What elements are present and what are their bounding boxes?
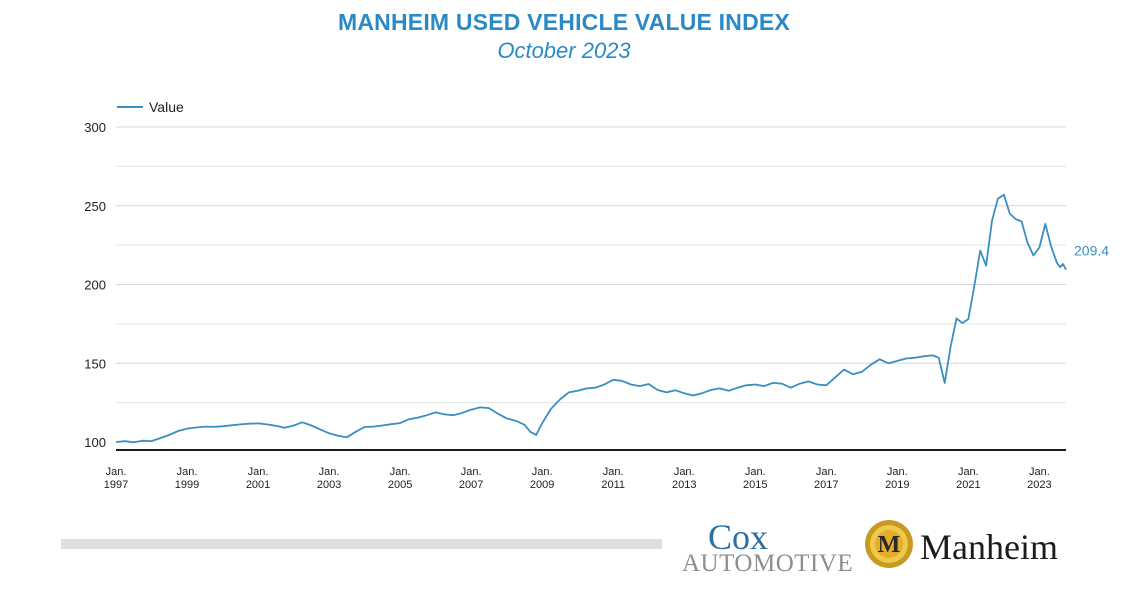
x-tick-label: Jan. 2007 [459, 466, 483, 491]
x-tick-label: Jan. 1999 [175, 466, 199, 491]
x-tick-label: Jan. 2005 [388, 466, 412, 491]
footer-bar [61, 539, 662, 549]
y-tick-label: 100 [84, 435, 106, 450]
series-layer: 209.4 [115, 193, 1109, 444]
x-tick-label: Jan. 2013 [672, 466, 696, 491]
series-line-value [115, 193, 1067, 444]
y-tick-label: 150 [84, 356, 106, 371]
y-tick-label: 250 [84, 199, 106, 214]
x-tick-label: Jan. 1997 [104, 466, 128, 491]
cox-automotive-logo: Cox AUTOMOTIVE [682, 516, 854, 577]
manheim-badge-letter: M [878, 532, 901, 558]
legend-label: Value [149, 99, 184, 115]
grid-layer [116, 126, 1066, 451]
x-tick-label: Jan. 2009 [530, 466, 554, 491]
x-tick-label: Jan. 2001 [246, 466, 270, 491]
x-tick-label: Jan. 2015 [743, 466, 767, 491]
x-tick-label: Jan. 2003 [317, 466, 341, 491]
cox-logo-subword: AUTOMOTIVE [682, 550, 854, 577]
y-axis: 100 150 200 250 300 [84, 120, 106, 450]
y-tick-label: 300 [84, 120, 106, 135]
x-tick-label: Jan. 2023 [1027, 466, 1051, 491]
y-tick-label: 200 [84, 278, 106, 293]
chart-title: MANHEIM USED VEHICLE VALUE INDEX [338, 9, 790, 35]
manheim-logo-word: Manheim [920, 527, 1058, 567]
cox-logo-word: Cox [708, 517, 769, 557]
x-tick-label: Jan. 2021 [956, 466, 980, 491]
manheim-logo: M Manheim [864, 518, 1074, 574]
x-tick-label: Jan. 2019 [885, 466, 909, 491]
x-tick-label: Jan. 2017 [814, 466, 838, 491]
x-axis: Jan. 1997 Jan. 1999 Jan. 2001 Jan. 2003 Jan. 2005… [104, 466, 1052, 491]
x-tick-label: Jan. 2011 [601, 466, 625, 491]
manheim-badge-icon: M [865, 520, 913, 568]
chart-legend: Value [117, 99, 184, 115]
chart-subtitle: October 2023 [497, 38, 631, 63]
last-value-label: 209.4 [1074, 243, 1109, 259]
